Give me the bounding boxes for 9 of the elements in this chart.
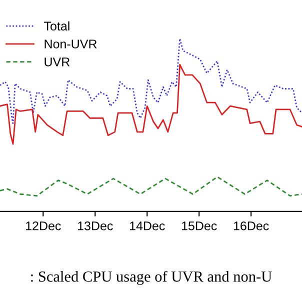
x-tick-label: 15Dec	[182, 222, 217, 230]
legend-label: Total	[44, 21, 70, 31]
legend-label: UVR	[44, 58, 70, 66]
x-tick-label: 13Dec	[78, 221, 113, 230]
legend-label: Non-UVR	[44, 40, 97, 48]
x-tick-label: 14Dec	[130, 222, 165, 230]
x-tick-label: 12Dec	[26, 221, 61, 230]
text: : Scaled CPU usage of UVR and non-U	[31, 270, 272, 285]
x-tick-label: 16Dec	[234, 221, 269, 230]
